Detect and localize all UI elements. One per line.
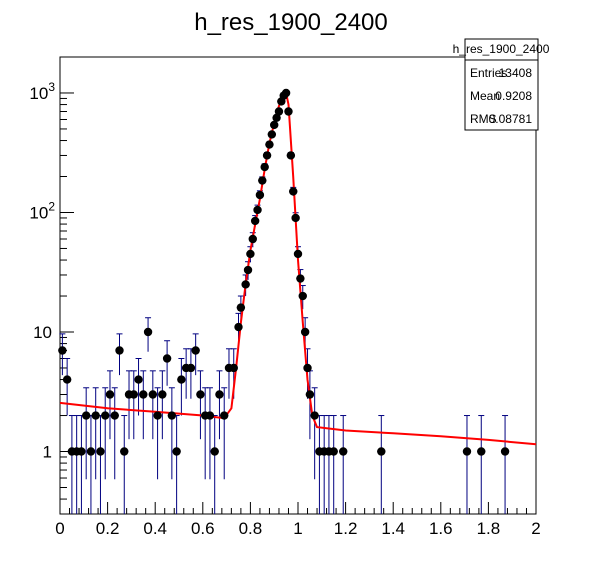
stats-label-rms: RMS: [470, 112, 497, 126]
data-point: [462, 447, 472, 456]
data-point: [229, 363, 238, 373]
data-point: [243, 265, 253, 275]
x-tick-label: 1: [293, 519, 302, 538]
data-point: [91, 411, 100, 420]
data-point: [265, 140, 274, 149]
data-point: [293, 249, 303, 259]
y-axis: 1 10 102 103: [29, 56, 74, 515]
data-point: [205, 411, 215, 420]
y-tick-label: 10: [33, 323, 52, 342]
x-tick-label: 0.4: [143, 519, 167, 538]
data-point: [241, 280, 250, 289]
stats-value-mean: 0.9208: [495, 89, 532, 103]
stats-value-rms: 0.08781: [489, 112, 533, 126]
data-point: [291, 213, 300, 223]
x-tick-label: 1.6: [429, 519, 453, 538]
data-point: [115, 346, 124, 355]
data-point: [250, 216, 260, 226]
data-point: [377, 447, 386, 456]
x-tick-label: 1.8: [477, 519, 501, 538]
data-point: [162, 354, 172, 363]
x-tick-label: 0: [55, 519, 64, 538]
data-point: [300, 327, 310, 337]
x-tick-label: 2: [531, 519, 540, 538]
data-point: [298, 291, 307, 301]
data-point: [86, 447, 96, 456]
data-point: [260, 162, 269, 172]
data-point: [148, 390, 158, 399]
data-point: [186, 363, 196, 373]
data-point: [58, 346, 67, 355]
data-point: [191, 346, 200, 355]
data-point: [101, 411, 110, 420]
data-point: [258, 176, 267, 185]
data-point: [272, 113, 281, 122]
data-point: [477, 447, 486, 456]
data-point: [177, 375, 186, 384]
y-tick-label: 1: [43, 443, 52, 462]
data-point: [284, 107, 293, 116]
data-point: [303, 363, 312, 373]
data-points: [58, 88, 510, 456]
stats-value-entries: 13408: [499, 66, 533, 80]
data-point: [134, 375, 143, 384]
data-point: [270, 120, 279, 130]
data-point: [310, 411, 319, 420]
data-point: [129, 390, 138, 399]
data-point: [286, 151, 296, 160]
data-point: [339, 447, 348, 456]
data-point: [120, 447, 129, 456]
data-point: [96, 447, 105, 456]
data-point: [143, 327, 153, 337]
data-point: [236, 303, 246, 312]
y-tick-label: 102: [29, 199, 55, 222]
x-tick-label: 0.8: [239, 519, 263, 538]
stats-box-name: h_res_1900_2400: [453, 42, 550, 56]
data-point: [248, 234, 257, 244]
x-tick-label: 0.2: [96, 519, 120, 538]
stats-label-entries: Entries: [470, 66, 507, 80]
x-axis: 0 0.2 0.4 0.6 0.8 1 1.2 1.4 1.6 1.8 2: [55, 502, 541, 538]
data-point: [62, 375, 72, 384]
data-point: [172, 447, 181, 456]
y-tick-label: 103: [29, 80, 55, 103]
data-point: [262, 151, 272, 160]
x-tick-label: 1.4: [381, 519, 405, 538]
data-point: [220, 411, 229, 420]
data-point: [139, 390, 148, 399]
data-point: [158, 390, 167, 399]
data-point: [105, 390, 115, 399]
data-point: [81, 411, 91, 420]
data-point: [215, 390, 224, 399]
data-point: [246, 249, 255, 259]
data-point: [153, 411, 162, 420]
data-point: [289, 187, 298, 196]
data-point: [329, 447, 338, 456]
x-tick-label: 1.2: [334, 519, 358, 538]
data-point: [305, 390, 315, 399]
data-point: [500, 447, 510, 456]
data-point: [167, 411, 177, 420]
data-point: [196, 390, 205, 399]
chart-title: h_res_1900_2400: [194, 9, 388, 36]
data-point: [77, 447, 86, 456]
data-point: [267, 130, 277, 139]
data-point: [234, 322, 243, 332]
data-point: [296, 274, 305, 283]
data-point: [274, 107, 284, 116]
stats-label-mean: Mean: [470, 89, 500, 103]
x-tick-label: 0.6: [191, 519, 215, 538]
data-point: [210, 447, 219, 456]
data-point: [281, 88, 291, 98]
data-point: [255, 190, 265, 200]
stats-box: h_res_1900_2400 Entries 13408 Mean 0.920…: [453, 38, 550, 131]
data-point: [253, 205, 262, 215]
data-point: [110, 411, 119, 420]
